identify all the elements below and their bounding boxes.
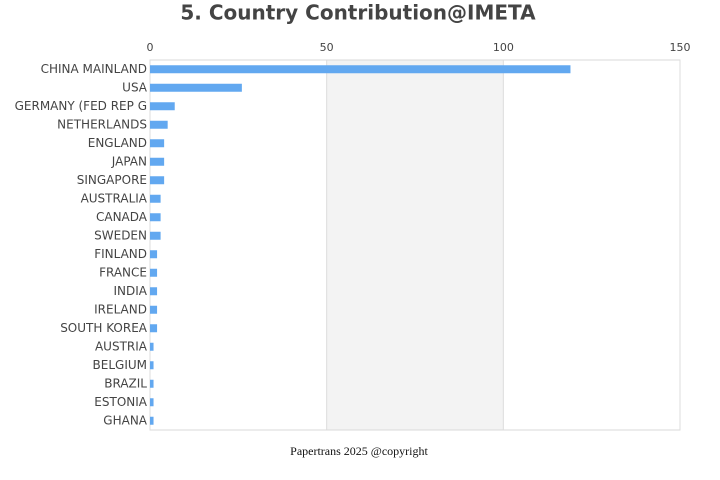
y-tick-label: AUSTRALIA [81, 191, 148, 205]
bar [150, 139, 165, 148]
bar [150, 157, 165, 166]
y-tick-label: FRANCE [99, 265, 147, 279]
y-tick-label: JAPAN [111, 154, 147, 168]
x-tick-label: 0 [147, 41, 154, 54]
y-tick-label: ENGLAND [88, 136, 147, 150]
y-tick-label: SOUTH KOREA [60, 321, 148, 335]
x-tick-label: 150 [670, 41, 691, 54]
bar [150, 250, 158, 259]
y-tick-label: BRAZIL [104, 376, 147, 390]
bar [150, 83, 242, 92]
bar [150, 342, 154, 351]
y-tick-label: CHINA MAINLAND [41, 62, 147, 76]
bar [150, 120, 168, 129]
y-tick-label: FINLAND [94, 247, 147, 261]
bar [150, 324, 158, 333]
bar [150, 287, 158, 296]
bar [150, 213, 161, 222]
bar [150, 176, 165, 185]
y-tick-label: SWEDEN [94, 228, 147, 242]
bar [150, 194, 161, 203]
y-tick-label: AUSTRIA [95, 339, 148, 353]
bar [150, 416, 154, 425]
bar [150, 268, 158, 277]
y-tick-label: INDIA [113, 284, 147, 298]
y-tick-label: CANADA [96, 210, 148, 224]
y-tick-label: GHANA [103, 413, 148, 427]
x-tick-label: 50 [320, 41, 334, 54]
y-tick-label: SINGAPORE [77, 173, 147, 187]
bar [150, 231, 161, 240]
y-tick-label: NETHERLANDS [57, 117, 147, 131]
footer: Papertrans 2025 @copyright [290, 444, 428, 458]
bar [150, 361, 154, 370]
y-tick-label: BELGIUM [93, 358, 147, 372]
bar [150, 102, 175, 111]
x-tick-label: 100 [493, 41, 514, 54]
bar [150, 65, 571, 74]
y-tick-label: GERMANY (FED REP G [15, 99, 147, 113]
bar [150, 379, 154, 388]
plot-band [326, 60, 504, 430]
chart-title: 5. Country Contribution@IMETA [180, 1, 536, 25]
y-tick-label: IRELAND [94, 302, 147, 316]
y-tick-label: USA [122, 80, 148, 94]
bar [150, 398, 154, 407]
bar [150, 305, 158, 314]
y-tick-label: ESTONIA [94, 395, 147, 409]
